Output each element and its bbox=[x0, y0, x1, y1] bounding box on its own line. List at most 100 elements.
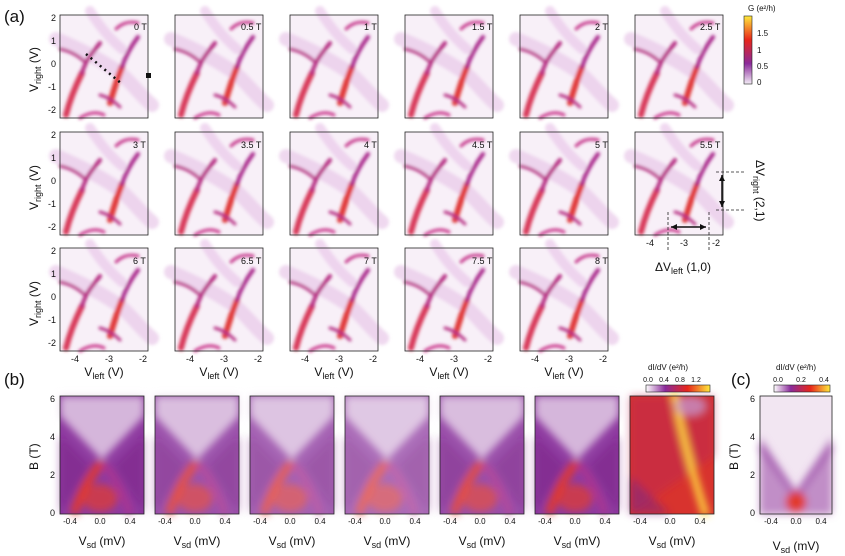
x-axis-labels-b: Vsd (mV) Vsd (mV) Vsd (mV) Vsd (mV) Vsd … bbox=[79, 534, 696, 550]
svg-text:0.0: 0.0 bbox=[664, 517, 676, 526]
map-panel bbox=[516, 244, 612, 351]
svg-text:-2: -2 bbox=[139, 354, 147, 364]
svg-text:-0.4: -0.4 bbox=[348, 517, 362, 526]
svg-text:-3: -3 bbox=[105, 354, 113, 364]
svg-text:2: 2 bbox=[51, 13, 56, 23]
svg-text:Vsd (mV): Vsd (mV) bbox=[79, 534, 126, 550]
field-labels: 0 T 0.5 T 1 T 1.5 T 2 T 2.5 T 3 T 3.5 T … bbox=[133, 22, 721, 266]
cut-line bbox=[85, 53, 123, 85]
x-ticks-c: -0.4 0.0 0.4 bbox=[764, 517, 827, 526]
svg-text:-4: -4 bbox=[416, 354, 424, 364]
svg-text:0.0: 0.0 bbox=[189, 517, 201, 526]
map-panel bbox=[171, 244, 267, 351]
svg-text:-0.4: -0.4 bbox=[633, 517, 647, 526]
y-axis-label-b: B (T) bbox=[27, 443, 41, 470]
svg-text:-2: -2 bbox=[712, 238, 720, 248]
field-label: 2.5 T bbox=[700, 22, 721, 32]
map-panel bbox=[56, 128, 152, 235]
y-ticks-b: 6 4 2 0 bbox=[50, 394, 55, 518]
map-panel bbox=[401, 11, 497, 118]
svg-text:-3: -3 bbox=[680, 238, 688, 248]
svg-text:1: 1 bbox=[51, 153, 56, 163]
map-panel bbox=[171, 128, 267, 235]
svg-text:Vleft (V): Vleft (V) bbox=[84, 365, 123, 381]
svg-text:6: 6 bbox=[50, 394, 55, 404]
y-axis-label-c: B (T) bbox=[727, 443, 741, 470]
svg-text:2: 2 bbox=[750, 470, 755, 480]
x-axis-labels-a: Vleft (V) Vleft (V) Vleft (V) Vleft (V) … bbox=[84, 365, 583, 381]
map-panel bbox=[401, 128, 497, 235]
x-ticks-b: -0.4 0.0 0.4 -0.4 0.0 0.4 -0.4 0.0 0.4 -0.4 0.0… bbox=[63, 517, 706, 526]
svg-text:1: 1 bbox=[51, 36, 56, 46]
svg-text:0.0: 0.0 bbox=[379, 517, 391, 526]
svg-text:-4: -4 bbox=[186, 354, 194, 364]
svg-text:0.4: 0.4 bbox=[504, 517, 516, 526]
map-panel bbox=[516, 128, 612, 235]
svg-text:G (e²/h): G (e²/h) bbox=[748, 4, 776, 13]
colorbar-c: dI/dV (e²/h) 0.0 0.2 0.4 bbox=[773, 363, 831, 393]
svg-text:0.0: 0.0 bbox=[284, 517, 296, 526]
svg-text:-1: -1 bbox=[48, 199, 56, 209]
svg-text:Vsd (mV): Vsd (mV) bbox=[649, 534, 696, 550]
svg-text:-0.4: -0.4 bbox=[63, 517, 77, 526]
field-label: 7.5 T bbox=[472, 256, 493, 266]
svg-text:Vleft (V): Vleft (V) bbox=[544, 365, 583, 381]
y-axis-label: Vright (V) bbox=[27, 281, 43, 326]
svg-text:-4: -4 bbox=[646, 238, 654, 248]
y-axis-label: Vright (V) bbox=[27, 165, 43, 210]
svg-text:0: 0 bbox=[750, 508, 755, 518]
sweep-panel bbox=[345, 396, 429, 514]
svg-text:0.2: 0.2 bbox=[796, 377, 806, 384]
sweep-panels bbox=[60, 391, 715, 516]
svg-text:Vleft (V): Vleft (V) bbox=[314, 365, 353, 381]
svg-text:dI/dV (e²/h): dI/dV (e²/h) bbox=[776, 363, 816, 372]
svg-text:-2: -2 bbox=[484, 354, 492, 364]
svg-text:0.4: 0.4 bbox=[694, 517, 706, 526]
svg-text:Vleft (V): Vleft (V) bbox=[199, 365, 238, 381]
map-panel bbox=[516, 11, 612, 118]
svg-text:-0.4: -0.4 bbox=[764, 517, 778, 526]
field-label: 6 T bbox=[133, 256, 146, 266]
map-panel bbox=[286, 244, 382, 351]
svg-text:-3: -3 bbox=[220, 354, 228, 364]
field-label: 2 T bbox=[595, 22, 608, 32]
field-label: 3.5 T bbox=[241, 140, 262, 150]
svg-text:1: 1 bbox=[757, 46, 762, 55]
svg-text:Vsd (mV): Vsd (mV) bbox=[554, 534, 601, 550]
svg-text:-2: -2 bbox=[48, 105, 56, 115]
map-panel bbox=[286, 128, 382, 235]
panel-b-label: (b) bbox=[4, 370, 25, 389]
svg-text:-4: -4 bbox=[71, 354, 79, 364]
map-panel bbox=[171, 11, 267, 118]
svg-text:Vsd (mV): Vsd (mV) bbox=[269, 534, 316, 550]
map-panel bbox=[286, 11, 382, 118]
svg-text:0.4: 0.4 bbox=[815, 517, 827, 526]
x-ticks-a: -4 -3 -2 -4 -3 -2 -4 -3 -2 -4 -3 -2 -4 -3 -2 -4 -3 -… bbox=[71, 238, 720, 364]
delta-annotations: ΔVright (2,1) ΔVleft (1,0) bbox=[655, 160, 767, 276]
svg-text:4: 4 bbox=[750, 432, 755, 442]
svg-text:-0.4: -0.4 bbox=[443, 517, 457, 526]
svg-text:0: 0 bbox=[51, 176, 56, 186]
svg-text:0.0: 0.0 bbox=[643, 377, 653, 384]
svg-text:2: 2 bbox=[51, 246, 56, 256]
svg-text:0.0: 0.0 bbox=[790, 517, 802, 526]
field-label: 6.5 T bbox=[241, 256, 262, 266]
svg-text:0.5: 0.5 bbox=[757, 62, 769, 71]
svg-text:1.2: 1.2 bbox=[691, 377, 701, 384]
sweep-panel bbox=[440, 396, 524, 514]
svg-text:-0.4: -0.4 bbox=[253, 517, 267, 526]
y-ticks-row3: 2 1 0 -1 -2 bbox=[48, 246, 56, 348]
svg-text:0.0: 0.0 bbox=[773, 377, 783, 384]
svg-text:Vleft (V): Vleft (V) bbox=[429, 365, 468, 381]
map-panel bbox=[631, 11, 727, 118]
svg-text:0.4: 0.4 bbox=[124, 517, 136, 526]
svg-text:2: 2 bbox=[50, 470, 55, 480]
svg-text:-2: -2 bbox=[48, 222, 56, 232]
map-panel bbox=[401, 244, 497, 351]
svg-text:4: 4 bbox=[50, 432, 55, 442]
sweep-panel bbox=[250, 396, 334, 514]
svg-text:2: 2 bbox=[51, 130, 56, 140]
svg-text:Vsd (mV): Vsd (mV) bbox=[459, 534, 506, 550]
svg-text:-1: -1 bbox=[48, 82, 56, 92]
